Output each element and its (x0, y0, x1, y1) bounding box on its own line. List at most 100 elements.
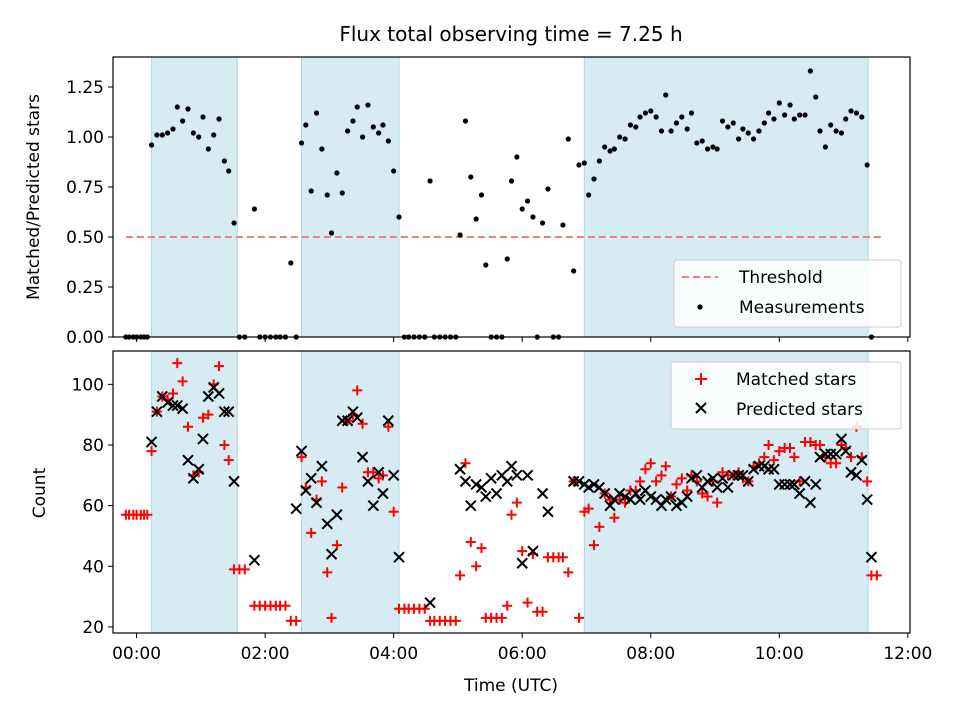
predicted-star-point (630, 487, 642, 500)
predicted-star-point (161, 396, 174, 409)
measurement-point (427, 178, 433, 184)
predicted-star-point (300, 484, 312, 497)
matched-star-point (789, 452, 800, 463)
measurement-point (745, 130, 751, 136)
top-shaded-interval (301, 56, 400, 338)
predicted-star-point (228, 475, 240, 488)
matched-star-point (517, 546, 528, 557)
matched-star-point (455, 570, 466, 581)
measurement-point (298, 140, 305, 146)
measurement-point (591, 176, 597, 182)
matched-star-point (322, 567, 333, 578)
measurement-point (688, 110, 695, 116)
bottom-axes-frame (112, 350, 911, 634)
x-tick-label: 04:00 (369, 644, 418, 664)
matched-star-point (239, 564, 250, 575)
matched-star-point (214, 361, 225, 372)
predicted-star-point (454, 463, 466, 475)
measurement-point (684, 126, 690, 132)
measurement-point (864, 162, 870, 168)
matched-star-point (805, 436, 816, 447)
top-y-tick-label: 1.25 (66, 78, 104, 98)
predicted-star-point (701, 475, 714, 488)
measurement-point (761, 120, 767, 126)
predicted-star-point (732, 469, 745, 482)
matched-star-point (316, 476, 327, 487)
predicted-star-point (459, 475, 472, 488)
bottom-y-axis-label: Count (30, 467, 50, 518)
predicted-star-point (516, 557, 528, 569)
predicted-star-point (485, 472, 497, 485)
measurement-point (822, 144, 828, 150)
matched-star-point (450, 615, 461, 626)
measurement-point (859, 114, 865, 120)
measurement-point (843, 116, 849, 122)
measurement-point (524, 198, 531, 204)
predicted-star-point (505, 460, 518, 472)
matched-star-point (846, 452, 857, 463)
measurement-point (611, 146, 617, 152)
measurement-point (699, 138, 705, 144)
matched-star-point (296, 452, 307, 463)
predicted-star-point (747, 463, 760, 475)
measurement-point (797, 112, 803, 118)
measurement-point (159, 132, 165, 138)
matched-star-point (573, 612, 584, 623)
measurement-point (380, 122, 386, 128)
measurement-point (828, 122, 834, 128)
measurement-point (791, 116, 797, 122)
matched-star-point (557, 552, 568, 563)
matched-star-point (563, 567, 574, 578)
measurement-point (581, 160, 587, 166)
measurement-point (354, 104, 360, 110)
matched-star-point (496, 612, 507, 623)
matched-star-point (280, 600, 291, 611)
measurement-point (848, 108, 854, 114)
predicted-star-point (768, 463, 780, 475)
measurement-point (221, 158, 228, 164)
matched-star-point (172, 358, 183, 369)
measurement-point (694, 140, 700, 146)
top-y-tick-label: 0.00 (66, 328, 104, 348)
measurement-point (211, 132, 217, 138)
top-y-tick-label: 0.50 (66, 228, 104, 248)
measurement-point (530, 214, 536, 220)
top-legend: Threshold Measurements (673, 259, 902, 328)
predicted-star-point (197, 433, 209, 445)
matched-star-point (506, 509, 517, 520)
predicted-star-point (830, 448, 842, 460)
measurement-point (710, 144, 716, 150)
measurement-point (750, 136, 757, 142)
measurements-legend-marker (697, 304, 703, 310)
measurement-point (350, 118, 356, 124)
predicted-star-point (347, 405, 359, 418)
measurement-point (376, 130, 382, 136)
measurement-point (658, 128, 665, 134)
predicted-legend-label: Predicted stars (736, 400, 863, 420)
measurement-point (853, 110, 860, 116)
measurement-point (196, 134, 202, 140)
predicted-star-point (362, 475, 374, 488)
measurement-point (504, 256, 510, 262)
measurement-point (468, 174, 474, 180)
measurement-point (334, 170, 340, 176)
matched-star-point (768, 455, 779, 466)
predicted-star-point (685, 472, 698, 485)
top-panel: 0.00 0.25 0.50 0.75 1.00 1.25 (66, 56, 911, 348)
matched-star-point (609, 512, 620, 523)
measurement-point (370, 124, 376, 130)
matched-star-point (291, 615, 302, 626)
predicted-star-point (645, 490, 657, 503)
measurement-point (319, 146, 325, 152)
measurement-point (483, 262, 489, 268)
predicted-star-point (588, 478, 600, 491)
predicted-star-point (840, 445, 852, 457)
x-tick-label: 02:00 (241, 644, 290, 664)
matched-star-point (326, 612, 337, 623)
measurement-point (396, 214, 402, 220)
measurement-point (345, 128, 351, 134)
measurement-point (802, 112, 808, 118)
matched-star-point (640, 464, 651, 475)
matched-star-point (712, 497, 723, 508)
